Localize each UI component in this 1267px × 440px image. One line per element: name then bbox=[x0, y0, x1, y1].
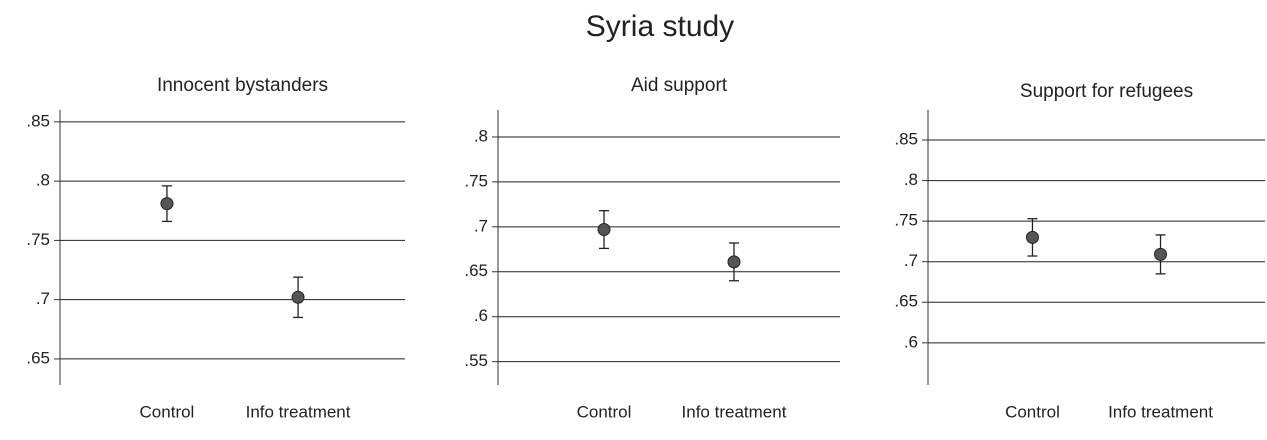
y-tick-label: .55 bbox=[464, 351, 488, 370]
panel-title: Aid support bbox=[631, 75, 728, 96]
point bbox=[1025, 230, 1039, 244]
x-tick-label: Info treatment bbox=[682, 402, 787, 421]
x-tick-label: Control bbox=[1005, 402, 1060, 421]
y-tick-label: .75 bbox=[26, 230, 50, 249]
x-tick-label: Control bbox=[140, 402, 195, 421]
figure-title: Syria study bbox=[586, 10, 734, 43]
y-tick-label: .7 bbox=[474, 216, 488, 235]
y-tick-label: .65 bbox=[894, 292, 918, 311]
y-tick-label: .8 bbox=[36, 171, 50, 190]
point bbox=[597, 223, 611, 237]
y-tick-label: .75 bbox=[894, 211, 918, 230]
x-tick-label: Info treatment bbox=[1108, 402, 1213, 421]
y-tick-label: .65 bbox=[464, 261, 488, 280]
panel-title: Innocent bystanders bbox=[157, 75, 328, 96]
point bbox=[291, 290, 305, 304]
y-tick-label: .75 bbox=[464, 171, 488, 190]
x-tick-label: Info treatment bbox=[246, 402, 351, 421]
point bbox=[160, 197, 174, 211]
y-tick-label: .85 bbox=[894, 129, 918, 148]
x-tick-label: Control bbox=[577, 402, 632, 421]
point bbox=[727, 255, 741, 269]
point bbox=[1154, 247, 1168, 261]
y-tick-label: .7 bbox=[904, 251, 918, 270]
y-tick-label: .7 bbox=[36, 289, 50, 308]
y-tick-label: .6 bbox=[904, 332, 918, 351]
y-tick-label: .65 bbox=[26, 348, 50, 367]
y-tick-label: .8 bbox=[474, 126, 488, 145]
panel-title: Support for refugees bbox=[1020, 81, 1193, 102]
y-tick-label: .8 bbox=[904, 170, 918, 189]
y-tick-label: .6 bbox=[474, 306, 488, 325]
y-tick-label: .85 bbox=[26, 111, 50, 130]
